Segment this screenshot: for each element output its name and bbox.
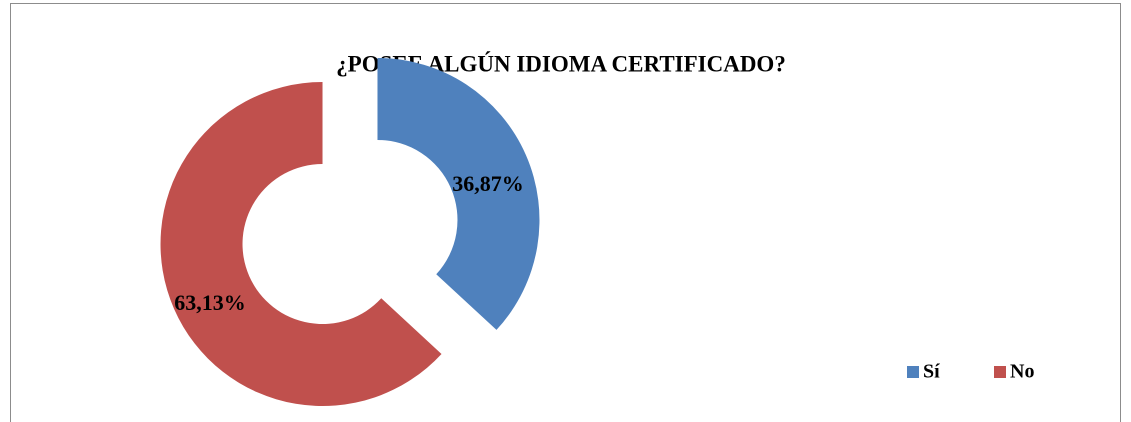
legend-swatch (994, 366, 1006, 378)
data-label: 36,87% (452, 171, 524, 196)
donut-slice (377, 57, 540, 330)
donut-slice (160, 82, 442, 407)
chart-border (10, 3, 1121, 422)
legend-label: No (1010, 361, 1034, 383)
legend-label: Sí (923, 361, 940, 383)
data-label: 63,13% (174, 290, 246, 315)
legend-swatch (907, 366, 919, 378)
